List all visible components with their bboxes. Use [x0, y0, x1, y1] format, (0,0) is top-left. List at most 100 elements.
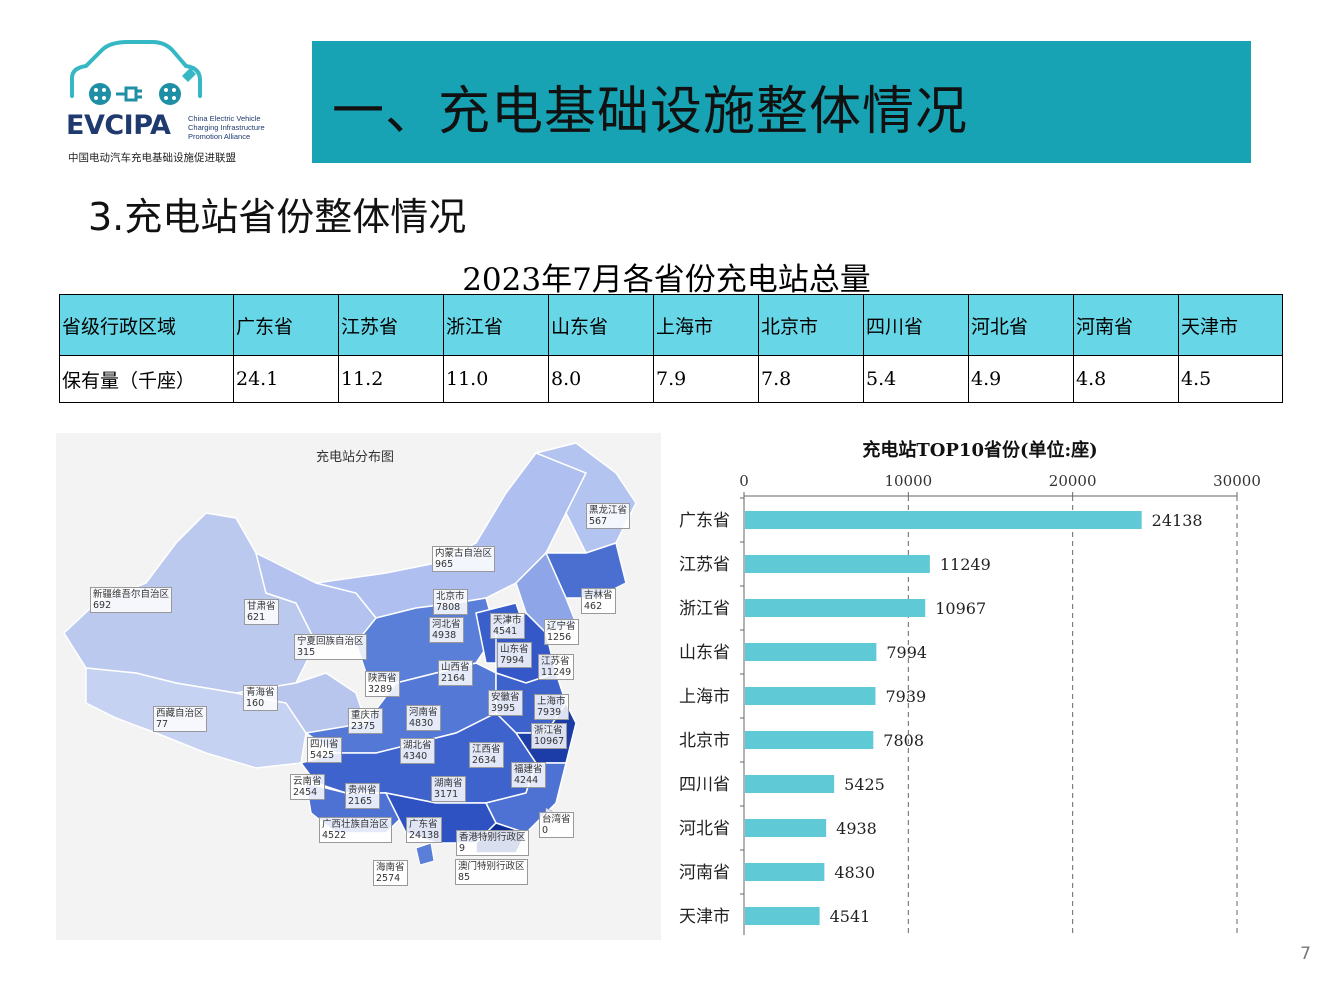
map-region-label: 西藏自治区 77 [153, 706, 207, 732]
table-row-label: 省级行政区域 [59, 294, 234, 356]
map-region-label: 山东省 7994 [497, 642, 532, 668]
category-label: 广东省 [679, 511, 730, 531]
map-region-label: 台湾省 0 [539, 812, 574, 838]
table-cell: 4.5 [1178, 355, 1283, 403]
logo-cn-name: 中国电动汽车充电基础设施促进联盟 [68, 152, 236, 164]
map-region-label: 贵州省 2165 [345, 783, 380, 809]
x-tick-label: 30000 [1213, 472, 1261, 490]
table-cell: 5.4 [863, 355, 969, 403]
data-label: 5425 [844, 775, 885, 794]
map-region-label: 福建省 4244 [511, 762, 546, 788]
map-region-label: 山西省 2164 [438, 660, 473, 686]
map-region-label: 香港特别行政区 9 [456, 830, 529, 856]
data-label: 10967 [935, 599, 986, 618]
table-cell: 8.0 [548, 355, 654, 403]
evcipa-logo: EVCIPA China Electric Vehicle Charging I… [60, 38, 280, 168]
x-tick-label: 10000 [884, 472, 932, 490]
table-cell: 4.9 [968, 355, 1074, 403]
map-region-label: 新疆维吾尔自治区 692 [90, 587, 173, 613]
data-label: 4541 [830, 907, 871, 926]
table-header-cell: 广东省 [233, 294, 339, 356]
table-row: 保有量（千座） 24.1 11.2 11.0 8.0 7.9 7.8 5.4 4… [59, 355, 1283, 403]
bar [745, 555, 930, 573]
map-region-label: 江西省 2634 [469, 742, 504, 768]
data-label: 7994 [886, 643, 927, 662]
bar [745, 599, 926, 617]
bar [745, 511, 1142, 529]
map-region-label: 重庆市 2375 [348, 708, 383, 734]
x-tick-label: 20000 [1049, 472, 1097, 490]
category-label: 江苏省 [679, 555, 730, 575]
page-number: 7 [1300, 944, 1311, 964]
map-region-label: 湖南省 3171 [431, 776, 466, 802]
chart-title: 充电站TOP10省份(单位:座) [862, 439, 1097, 461]
map-region-label: 黑龙江省 567 [586, 503, 631, 529]
category-label: 北京市 [679, 731, 730, 751]
china-map-shape [63, 442, 637, 866]
map-region-label: 浙江省 10967 [531, 723, 568, 749]
category-label: 河南省 [679, 863, 730, 883]
map-region-label: 广东省 24138 [406, 817, 443, 843]
map-region-label: 上海市 7939 [534, 694, 569, 720]
bar [745, 863, 825, 881]
table-row-label: 保有量（千座） [59, 355, 234, 403]
table-header-cell: 河北省 [968, 294, 1074, 356]
bar [745, 731, 874, 749]
table-header-cell: 浙江省 [443, 294, 549, 356]
table-header-cell: 山东省 [548, 294, 654, 356]
data-label: 7939 [885, 687, 926, 706]
data-label: 4938 [836, 819, 877, 838]
map-region-label: 湖北省 4340 [400, 738, 435, 764]
table-cell: 11.0 [443, 355, 549, 403]
category-label: 天津市 [679, 907, 730, 927]
map-region-label: 甘肃省 621 [244, 599, 279, 625]
map-title: 充电站分布图 [316, 450, 395, 465]
data-label: 24138 [1152, 511, 1203, 530]
map-region-label: 海南省 2574 [373, 860, 408, 886]
ev-car-plug-icon [70, 40, 202, 105]
bar [745, 643, 877, 661]
map-region-label: 安徽省 3995 [488, 690, 523, 716]
bar [745, 775, 835, 793]
top10-bar-chart: 充电站TOP10省份(单位:座) 0 10000 20000 30000 广东省 241… [665, 432, 1285, 952]
map-region-label: 江苏省 11249 [538, 654, 575, 680]
data-label: 11249 [940, 555, 991, 574]
data-label: 4830 [834, 863, 875, 882]
map-region-label: 内蒙古自治区 965 [432, 546, 496, 572]
table-cell: 24.1 [233, 355, 339, 403]
map-region-label: 吉林省 462 [581, 588, 616, 614]
map-region-label: 云南省 2454 [290, 774, 325, 800]
table-title: 2023年7月各省份充电站总量 [0, 254, 1333, 299]
map-region-label: 广西壮族自治区 4522 [319, 817, 392, 843]
province-table: 省级行政区域 广东省 江苏省 浙江省 山东省 上海市 北京市 四川省 河北省 河… [59, 294, 1283, 403]
bar-chart-svg: 充电站TOP10省份(单位:座) 0 10000 20000 30000 广东省 241… [679, 439, 1261, 935]
bar [745, 687, 876, 705]
bar [745, 819, 827, 837]
table-header-cell: 天津市 [1178, 294, 1283, 356]
table-cell: 4.8 [1073, 355, 1179, 403]
table-cell: 7.8 [758, 355, 864, 403]
distribution-map: 充电站分布图 黑龙江省 567 内蒙古自治区 965 新疆维吾尔自治区 692 甘肃省… [56, 433, 661, 940]
table-header-cell: 北京市 [758, 294, 864, 356]
table-cell: 7.9 [653, 355, 759, 403]
map-region-label: 青海省 160 [243, 685, 278, 711]
table-title-text: 2023年7月各省份充电站总量 [462, 262, 871, 298]
map-region-label: 辽宁省 1256 [544, 619, 579, 645]
category-label: 山东省 [679, 643, 730, 663]
map-region-label: 陕西省 3289 [365, 671, 400, 697]
bar [745, 907, 820, 925]
page-title: 一、充电基础设施整体情况 [332, 82, 969, 142]
table-header-cell: 上海市 [653, 294, 759, 356]
section-title: 3.充电站省份整体情况 [88, 195, 467, 239]
x-tick-label: 0 [739, 472, 749, 490]
data-label: 7808 [883, 731, 924, 750]
map-region-label: 河南省 4830 [406, 705, 441, 731]
table-header-row: 省级行政区域 广东省 江苏省 浙江省 山东省 上海市 北京市 四川省 河北省 河… [59, 294, 1283, 356]
category-label: 四川省 [679, 775, 730, 795]
logo-en-name: China Electric Vehicle Charging Infrastr… [188, 114, 265, 141]
category-label: 上海市 [679, 687, 730, 707]
map-region-label: 澳门特别行政区 85 [455, 859, 528, 885]
map-region-label: 天津市 4541 [490, 613, 525, 639]
table-header-cell: 江苏省 [338, 294, 444, 356]
category-label: 浙江省 [679, 599, 730, 619]
